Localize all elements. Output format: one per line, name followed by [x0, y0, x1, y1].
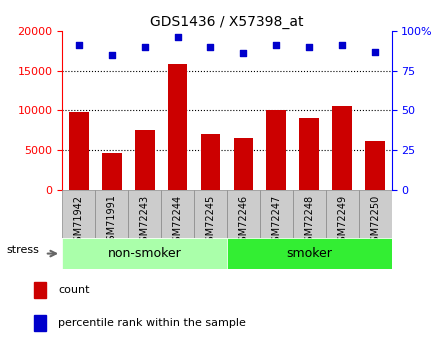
- Point: [207, 44, 214, 50]
- Text: GSM72248: GSM72248: [304, 195, 314, 248]
- Text: GSM72250: GSM72250: [370, 195, 380, 248]
- FancyBboxPatch shape: [62, 238, 227, 269]
- Point: [108, 52, 115, 58]
- FancyBboxPatch shape: [95, 190, 128, 238]
- FancyBboxPatch shape: [260, 190, 293, 238]
- Text: GSM72247: GSM72247: [271, 195, 281, 248]
- Text: stress: stress: [6, 246, 39, 255]
- Text: percentile rank within the sample: percentile rank within the sample: [58, 317, 246, 327]
- Text: GSM72243: GSM72243: [140, 195, 150, 248]
- FancyBboxPatch shape: [227, 238, 392, 269]
- Point: [339, 42, 346, 48]
- Text: smoker: smoker: [286, 247, 332, 260]
- Bar: [168, 65, 187, 190]
- Text: GSM72244: GSM72244: [173, 195, 182, 248]
- Bar: [201, 134, 220, 190]
- Point: [174, 34, 181, 40]
- FancyBboxPatch shape: [227, 190, 260, 238]
- Point: [75, 42, 82, 48]
- Text: GSM72249: GSM72249: [337, 195, 347, 248]
- Title: GDS1436 / X57398_at: GDS1436 / X57398_at: [150, 14, 303, 29]
- Bar: [135, 130, 154, 190]
- FancyBboxPatch shape: [293, 190, 326, 238]
- Text: GSM72245: GSM72245: [206, 195, 215, 248]
- Bar: [299, 118, 319, 190]
- Point: [372, 49, 379, 55]
- Point: [306, 44, 313, 50]
- FancyBboxPatch shape: [161, 190, 194, 238]
- Bar: [34, 315, 46, 331]
- Point: [141, 44, 148, 50]
- Bar: [332, 106, 352, 190]
- FancyBboxPatch shape: [128, 190, 161, 238]
- Text: count: count: [58, 285, 90, 295]
- Text: non-smoker: non-smoker: [108, 247, 182, 260]
- Text: GSM71991: GSM71991: [107, 195, 117, 247]
- FancyBboxPatch shape: [326, 190, 359, 238]
- Text: GSM72246: GSM72246: [239, 195, 248, 248]
- Bar: [34, 282, 46, 298]
- FancyBboxPatch shape: [62, 190, 95, 238]
- Bar: [365, 141, 385, 190]
- FancyBboxPatch shape: [194, 190, 227, 238]
- Bar: [267, 110, 286, 190]
- Bar: [69, 112, 89, 190]
- Bar: [102, 153, 121, 190]
- FancyBboxPatch shape: [359, 190, 392, 238]
- Point: [273, 42, 280, 48]
- Point: [240, 50, 247, 56]
- Text: GSM71942: GSM71942: [74, 195, 84, 248]
- Bar: [234, 138, 253, 190]
